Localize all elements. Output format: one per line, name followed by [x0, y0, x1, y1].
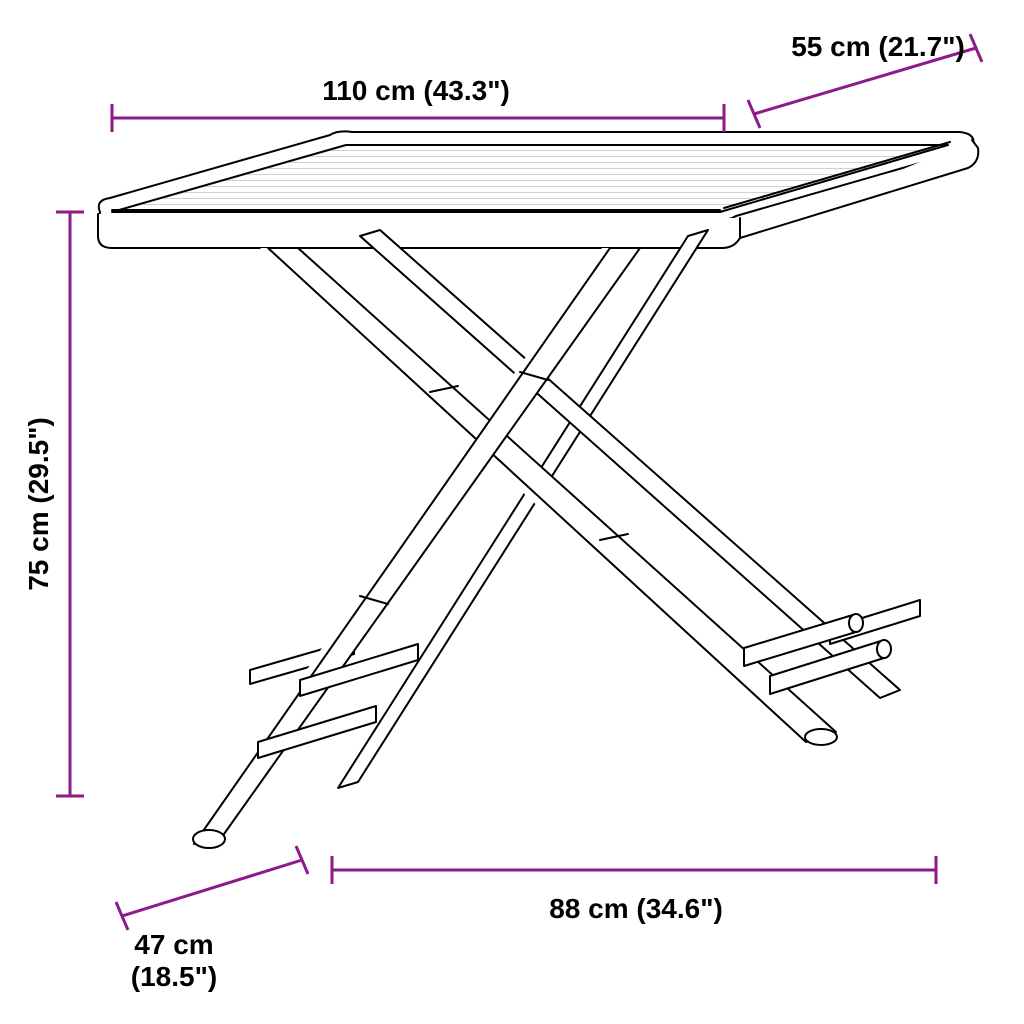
label-top-length: 110 cm (43.3") — [322, 75, 510, 106]
tabletop — [98, 131, 978, 248]
label-base-depth-l1: 47 cm — [134, 929, 213, 960]
label-height: 75 cm (29.5") — [23, 417, 54, 591]
dim-base-depth — [116, 846, 308, 930]
label-base-depth-l2: (18.5") — [131, 961, 217, 992]
dim-base-length — [332, 856, 936, 884]
label-top-depth: 55 cm (21.7") — [791, 31, 965, 62]
dim-top-length — [112, 104, 724, 132]
product-drawing — [98, 131, 978, 848]
legs — [182, 230, 920, 848]
label-base-length: 88 cm (34.6") — [549, 893, 723, 924]
dim-height — [56, 212, 84, 796]
